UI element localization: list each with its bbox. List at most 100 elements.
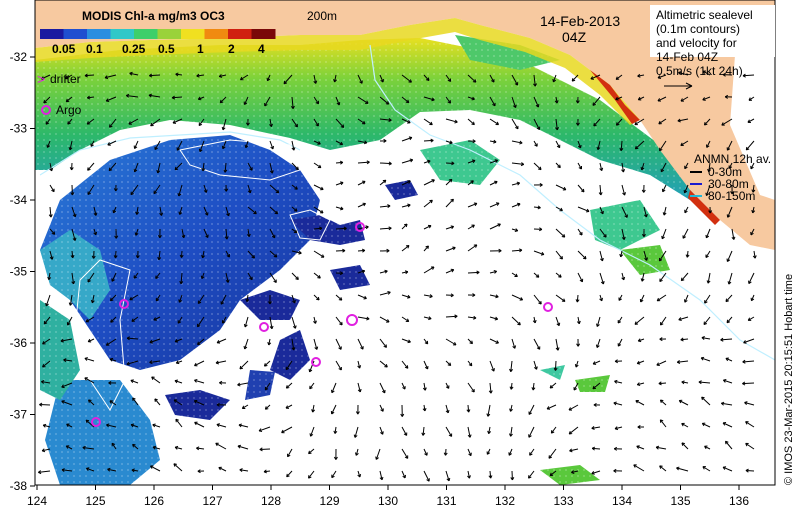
argo-float[interactable] [119, 299, 129, 309]
velocity-arrow [291, 294, 296, 304]
velocity-arrow [84, 73, 95, 78]
argo-float[interactable] [355, 222, 365, 232]
velocity-arrow [333, 448, 338, 460]
velocity-arrow [640, 272, 645, 282]
velocity-arrow [550, 426, 557, 434]
velocity-arrow [203, 184, 208, 193]
velocity-arrow [175, 72, 183, 77]
velocity-arrow [555, 228, 566, 238]
velocity-arrow [489, 316, 499, 321]
velocity-arrow [423, 316, 432, 321]
velocity-arrow [489, 360, 495, 372]
velocity-arrow [357, 180, 366, 186]
y-tick-label: -36 [10, 336, 28, 350]
velocity-arrow [467, 202, 478, 208]
velocity-arrow [533, 162, 542, 171]
velocity-arrow [555, 206, 563, 212]
velocity-arrow [263, 360, 271, 367]
x-axis: 124 125 126 127 128 129 130 131 132 133 134 135 136 [27, 485, 749, 508]
velocity-arrow [708, 206, 713, 214]
colorbar-swatch [134, 29, 158, 39]
credit-text: © IMOS 23-Mar-2015 20:15:51 Hobart time [783, 274, 795, 485]
argo-float[interactable] [346, 314, 358, 326]
velocity-arrow [676, 466, 689, 472]
velocity-arrow [86, 95, 95, 100]
velocity-arrow [591, 470, 601, 475]
velocity-arrow [45, 118, 51, 125]
velocity-arrow [379, 404, 384, 412]
velocity-arrow [700, 356, 711, 362]
velocity-arrow [196, 73, 205, 78]
velocity-arrow [221, 316, 227, 324]
velocity-arrow [643, 206, 648, 218]
velocity-arrow [401, 203, 411, 208]
velocity-arrow [511, 202, 521, 208]
drifter-icon: > [37, 71, 45, 87]
velocity-arrow [379, 96, 390, 105]
velocity-arrow [577, 228, 583, 236]
velocity-arrow [71, 228, 77, 241]
velocity-arrow [200, 272, 205, 280]
velocity-arrow [87, 338, 95, 343]
velocity-arrow [129, 71, 139, 76]
velocity-arrow [593, 118, 601, 127]
velocity-arrow [533, 74, 537, 87]
velocity-arrow [591, 446, 601, 451]
argo-float[interactable] [91, 417, 101, 427]
velocity-arrow [181, 228, 186, 239]
velocity-arrow [264, 382, 271, 391]
velocity-arrow [245, 294, 250, 303]
velocity-arrow [615, 118, 623, 126]
velocity-arrow [221, 118, 227, 131]
land-mass [35, 0, 775, 250]
velocity-arrow [636, 382, 645, 387]
velocity-arrow [179, 250, 184, 258]
argo-float[interactable] [543, 302, 553, 312]
velocity-arrow [330, 382, 337, 394]
argo-float[interactable] [311, 357, 321, 367]
velocity-arrow [91, 250, 96, 259]
colorbar-tick: 0.5 [158, 42, 175, 56]
velocity-arrow [489, 294, 499, 299]
velocity-arrow [241, 404, 249, 409]
velocity-arrow [680, 337, 689, 342]
x-tick-label: 135 [670, 494, 690, 508]
velocity-arrow [41, 74, 51, 80]
velocity-arrow [70, 250, 75, 259]
velocity-arrow [510, 470, 515, 481]
velocity-arrow [751, 184, 756, 193]
velocity-arrow [445, 426, 453, 437]
velocity-arrow [267, 338, 272, 346]
argo-float[interactable] [259, 322, 269, 332]
velocity-arrow [489, 248, 502, 253]
velocity-arrow [532, 316, 537, 324]
velocity-arrow [379, 179, 387, 186]
velocity-arrow [157, 228, 162, 239]
y-tick-label: -38 [10, 479, 28, 493]
velocity-arrow [745, 140, 755, 151]
velocity-arrow [702, 70, 711, 76]
velocity-arrow [724, 440, 733, 450]
velocity-arrow [335, 160, 344, 165]
velocity-arrow [70, 184, 75, 196]
velocity-arrow [357, 160, 370, 165]
velocity-arrow [107, 467, 117, 472]
velocity-arrow [575, 294, 580, 303]
velocity-arrow [720, 401, 733, 406]
velocity-arrow [357, 74, 363, 84]
velocity-arrow [511, 338, 517, 349]
velocity-arrow [678, 399, 689, 406]
velocity-arrow [65, 445, 73, 450]
velocity-arrow [215, 442, 227, 450]
altimetry-line: and velocity for [656, 36, 737, 50]
velocity-arrow [659, 419, 667, 428]
velocity-arrow [245, 118, 250, 126]
y-tick-label: -35 [10, 265, 28, 279]
velocity-arrow [114, 228, 119, 239]
velocity-arrow [725, 357, 733, 362]
velocity-arrow [423, 470, 430, 482]
velocity-arrow [309, 382, 315, 390]
velocity-arrow [681, 422, 689, 428]
velocity-arrow [174, 338, 183, 343]
velocity-arrow [511, 316, 521, 326]
